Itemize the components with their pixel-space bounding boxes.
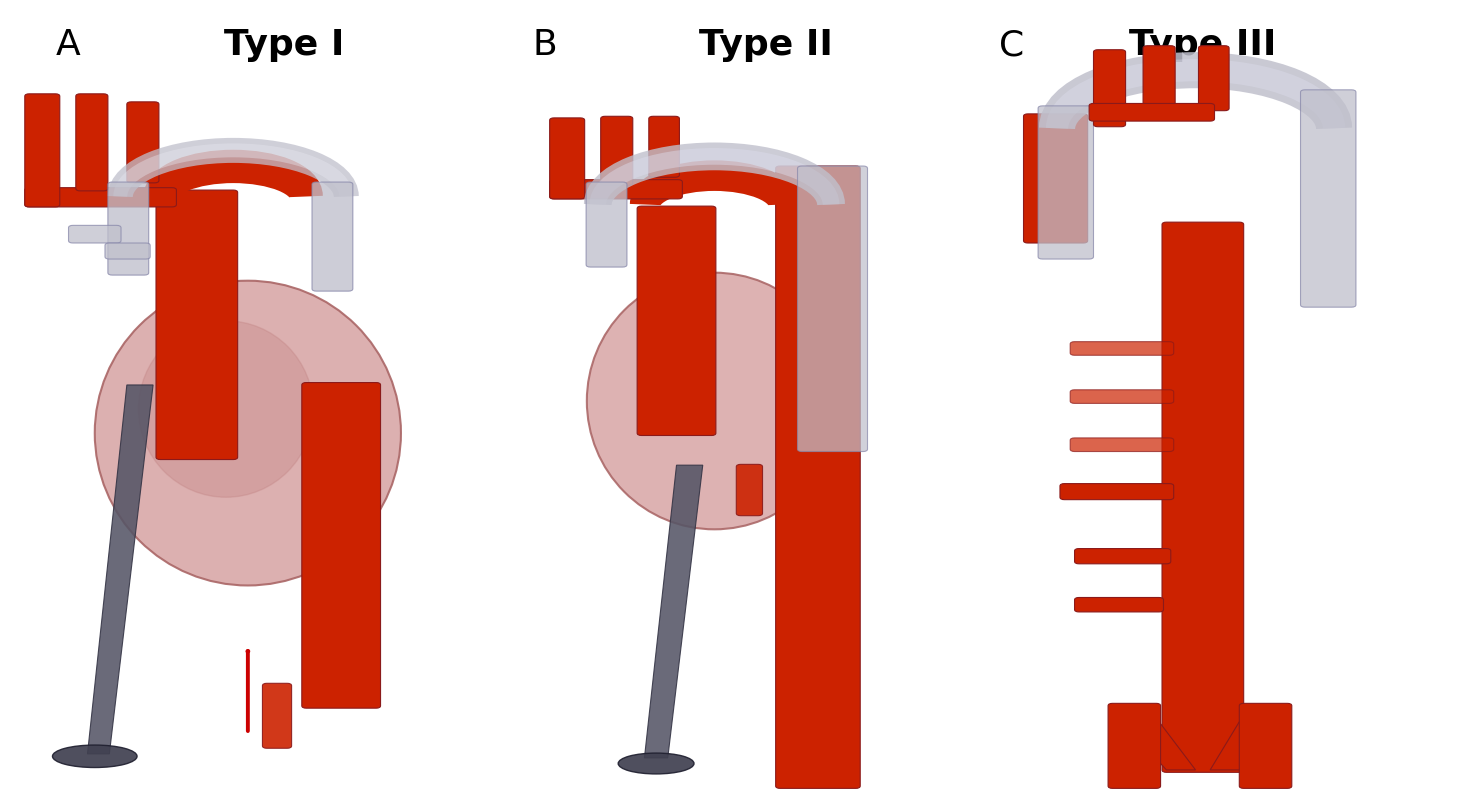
FancyBboxPatch shape: [25, 188, 176, 207]
FancyBboxPatch shape: [105, 243, 150, 259]
FancyBboxPatch shape: [156, 190, 238, 460]
Polygon shape: [1210, 722, 1276, 770]
FancyBboxPatch shape: [798, 166, 868, 452]
FancyBboxPatch shape: [550, 180, 682, 199]
FancyBboxPatch shape: [1239, 703, 1292, 788]
Polygon shape: [644, 465, 703, 758]
Text: C: C: [999, 28, 1024, 62]
Ellipse shape: [586, 273, 841, 529]
FancyBboxPatch shape: [1301, 90, 1356, 307]
FancyBboxPatch shape: [76, 94, 108, 191]
Text: A: A: [55, 28, 80, 62]
Ellipse shape: [618, 753, 694, 774]
FancyBboxPatch shape: [1089, 103, 1215, 121]
FancyBboxPatch shape: [1198, 46, 1229, 111]
FancyBboxPatch shape: [1060, 484, 1174, 500]
FancyBboxPatch shape: [1108, 703, 1161, 788]
FancyBboxPatch shape: [108, 182, 149, 275]
Polygon shape: [1123, 722, 1196, 770]
FancyBboxPatch shape: [127, 102, 159, 183]
Ellipse shape: [95, 281, 401, 585]
Ellipse shape: [52, 745, 137, 768]
FancyBboxPatch shape: [302, 383, 381, 708]
FancyBboxPatch shape: [601, 116, 633, 185]
Ellipse shape: [139, 321, 313, 497]
FancyBboxPatch shape: [1143, 46, 1175, 116]
FancyBboxPatch shape: [1094, 50, 1126, 127]
FancyBboxPatch shape: [262, 683, 292, 748]
Text: Type I: Type I: [225, 28, 344, 62]
FancyBboxPatch shape: [1070, 342, 1174, 355]
Text: Type II: Type II: [698, 28, 833, 62]
FancyBboxPatch shape: [637, 206, 716, 435]
FancyBboxPatch shape: [312, 182, 353, 291]
Text: B: B: [532, 28, 557, 62]
FancyBboxPatch shape: [776, 166, 860, 788]
FancyBboxPatch shape: [1024, 114, 1088, 243]
FancyBboxPatch shape: [1038, 106, 1094, 259]
FancyBboxPatch shape: [1075, 549, 1171, 564]
Text: Type III: Type III: [1128, 28, 1277, 62]
FancyBboxPatch shape: [550, 118, 585, 199]
FancyBboxPatch shape: [69, 225, 121, 243]
FancyBboxPatch shape: [1070, 390, 1174, 403]
FancyBboxPatch shape: [736, 464, 763, 516]
FancyBboxPatch shape: [25, 94, 60, 207]
FancyBboxPatch shape: [1162, 222, 1244, 772]
FancyBboxPatch shape: [1075, 597, 1163, 612]
FancyBboxPatch shape: [586, 182, 627, 267]
FancyBboxPatch shape: [649, 116, 679, 177]
Polygon shape: [87, 385, 153, 754]
FancyBboxPatch shape: [1070, 438, 1174, 452]
